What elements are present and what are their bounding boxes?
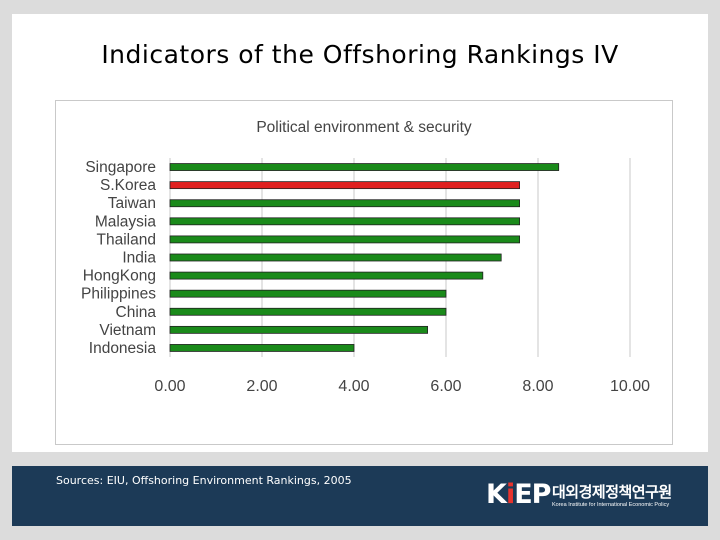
bar-china [169, 307, 447, 316]
kiep-logo-english: Korea Institute for International Econom… [552, 502, 670, 508]
bar-taiwan [169, 199, 521, 208]
bar-indonesia [169, 344, 355, 352]
x-tick-label: 10.00 [610, 378, 650, 395]
kiep-logo-mark: KiEP [486, 479, 551, 510]
x-tick-label: 6.00 [430, 378, 461, 395]
bar-singapore [169, 163, 560, 171]
category-label: Indonesia [89, 340, 157, 357]
bar-chart: Political environment & security 0.00 2.00… [81, 119, 650, 395]
x-tick-label: 0.00 [154, 378, 185, 395]
category-label: Vietnam [99, 322, 156, 339]
bar-skorea [169, 181, 521, 190]
kiep-logo-korean: 대외경제정책연구원 [552, 483, 672, 501]
source-note: Sources: EIU, Offshoring Environment Ran… [56, 474, 352, 487]
bar-philippines [169, 289, 447, 298]
category-label: Singapore [85, 159, 156, 176]
footer: Sources: EIU, Offshoring Environment Ran… [12, 466, 708, 526]
bar-hongkong [169, 271, 484, 280]
slide-title: Indicators of the Offshoring Rankings IV [101, 40, 619, 69]
bar-thailand [169, 235, 521, 244]
category-label: Taiwan [108, 195, 156, 212]
bar-malaysia [169, 217, 521, 226]
x-tick-label: 8.00 [522, 378, 553, 395]
chart-title: Political environment & security [256, 119, 472, 136]
category-label: China [116, 304, 157, 321]
category-label: India [122, 250, 156, 267]
bar-india [169, 253, 502, 262]
category-label: Malaysia [95, 213, 157, 230]
kiep-logo: KiEP 대외경제정책연구원 Korea Institute for Inter… [486, 480, 696, 514]
x-tick-label: 4.00 [338, 378, 369, 395]
x-tick-label: 2.00 [246, 378, 277, 395]
category-label: HongKong [83, 268, 156, 285]
category-label: Thailand [97, 231, 156, 248]
category-label: S.Korea [100, 177, 156, 194]
bar-vietnam [169, 325, 429, 334]
category-label: Philippines [81, 286, 156, 303]
chart-panel: Political environment & security 0.00 2.00… [55, 100, 673, 445]
